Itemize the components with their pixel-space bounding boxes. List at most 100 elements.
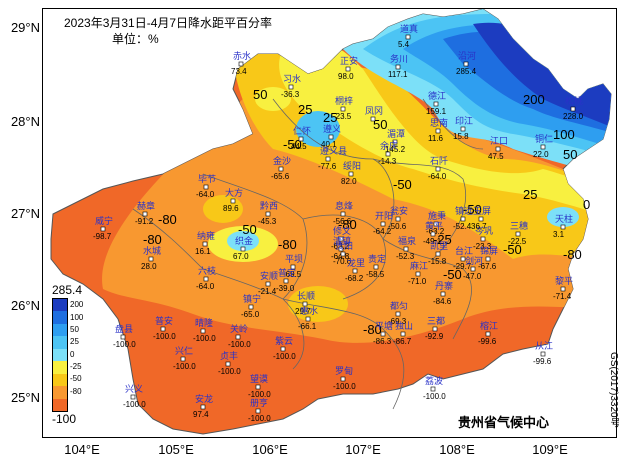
station-marker: 黄平 -49.1 (423, 220, 443, 246)
station-name: 大方 (225, 187, 243, 198)
station-marker: 思南 11.6 (428, 117, 448, 143)
station-value: 36.7 (471, 222, 487, 231)
station-name: 湄潭 (387, 129, 405, 139)
station-dot (432, 326, 438, 332)
station-marker: 瓮安 -50.6 (388, 205, 408, 231)
station-value: 82.0 (341, 177, 357, 186)
station-name: 松桃 (565, 95, 583, 106)
station-name: 余庆 (380, 140, 398, 151)
station-marker: 松桃 228.0 (563, 95, 584, 121)
lat-label-28: 28°N (10, 114, 40, 129)
contour-label: -80 (338, 217, 357, 232)
station-dot (265, 281, 271, 287)
station-value: -66.1 (298, 322, 317, 331)
station-marker: 水城 28.0 (141, 245, 161, 271)
station-value: -64.2 (373, 227, 392, 236)
station-value: -100.0 (423, 392, 446, 401)
contour-label: -80 (363, 322, 382, 337)
station-marker: 盘县 -100.0 (113, 323, 136, 349)
station-dot (278, 166, 284, 172)
station-marker: 从江 -99.6 (533, 341, 553, 366)
station-name: 从江 (535, 341, 553, 351)
station-marker: 锦屏 -67.6 (478, 245, 498, 271)
legend-max: 285.4 (52, 283, 83, 297)
station-marker: 石阡 -64.0 (428, 156, 448, 181)
station-dot (485, 256, 491, 262)
station-marker: 修文 -63.2 (331, 225, 351, 251)
station-name: 台江 (455, 245, 473, 256)
station-marker: 绥阳 82.0 (341, 161, 361, 186)
station-name: 息烽 (335, 200, 353, 211)
station-marker: 赤水 73.4 (231, 50, 251, 76)
station-value: -65.6 (271, 172, 290, 181)
station-name: 普安 (155, 315, 173, 326)
contour-label: -80 (278, 237, 297, 252)
station-dot (288, 84, 294, 90)
station-dot (265, 211, 271, 217)
station-marker: 凤冈 (365, 106, 383, 122)
station-name: 三穗 (510, 220, 528, 231)
station-name: 凤冈 (365, 106, 383, 116)
station-dot (433, 101, 439, 107)
contour-label: -50 (443, 267, 462, 282)
legend-tick: 200 (70, 300, 84, 309)
station-dot (340, 376, 346, 382)
station-dot (148, 256, 154, 262)
station-value: -23.3 (473, 242, 492, 251)
station-dot (560, 224, 566, 230)
station-value: -77.6 (318, 162, 337, 171)
station-name: 遵义 (323, 123, 341, 134)
station-dot (240, 246, 246, 252)
station-marker: 清镇 -64.8 (331, 235, 351, 261)
contour-label: 25 (523, 187, 537, 202)
station-dot (340, 211, 346, 217)
station-dot (305, 316, 311, 322)
station-name: 普定 (278, 267, 296, 278)
station-name: 瓮安 (390, 205, 408, 216)
station-dot (200, 404, 206, 410)
station-marker: 纳雍 16.1 (195, 230, 215, 256)
legend-swatch (53, 336, 67, 349)
station-value: -84.6 (433, 297, 452, 306)
station-value: -99.6 (478, 337, 497, 346)
station-name: 德江 (428, 90, 446, 101)
station-value: 11.6 (428, 134, 444, 143)
station-name: 天柱 (555, 213, 573, 224)
station-marker: 大方 89.6 (223, 187, 243, 213)
contour-label: -80 (563, 247, 582, 262)
legend-swatch (53, 323, 67, 337)
station-marker: 息烽 -56.6 (333, 200, 353, 226)
station-marker: 三穗 -22.5 (508, 220, 528, 246)
station-value: 67.0 (233, 252, 249, 261)
station-marker: 务川 117.1 (388, 53, 408, 79)
station-marker: 贵阳 -70.6 (333, 240, 353, 266)
station-value: -39.0 (276, 284, 295, 293)
station-name: 锦屏 (480, 245, 498, 256)
legend-tick: -80 (70, 387, 82, 396)
lat-label-25: 25°N (10, 390, 40, 405)
station-marker: 望谟 -100.0 (248, 373, 271, 399)
station-marker: 金沙 -65.6 (271, 155, 291, 181)
station-name: 榕江 (480, 320, 498, 331)
station-name: 麻江 (410, 260, 428, 271)
station-marker: 平坝 -69.5 (283, 254, 303, 279)
station-marker: 黎平 -71.4 (553, 275, 573, 301)
station-marker: 仁怀 44.5 (291, 125, 311, 151)
station-value: -100.0 (123, 400, 146, 409)
legend-tick: 50 (70, 325, 79, 334)
map-unit: 单位：% (112, 32, 159, 46)
station-name: 黔西 (260, 200, 278, 211)
station-value: -100.0 (228, 340, 251, 349)
station-value: 22.0 (533, 150, 549, 159)
credit-text: 贵州省气候中心 (458, 415, 550, 430)
station-dot (348, 171, 354, 177)
station-dot (100, 226, 106, 232)
legend-swatch (53, 361, 67, 374)
station-marker: 印江 15.8 (453, 115, 473, 141)
station-marker: 遵义 40.1 (321, 123, 341, 149)
station-name: 六枝 (198, 265, 216, 276)
station-value: 285.4 (456, 67, 477, 76)
station-marker: 丹寨 -84.6 (433, 280, 453, 306)
station-marker: 安龙 97.4 (193, 393, 213, 419)
contour-label: -50 (238, 222, 257, 237)
